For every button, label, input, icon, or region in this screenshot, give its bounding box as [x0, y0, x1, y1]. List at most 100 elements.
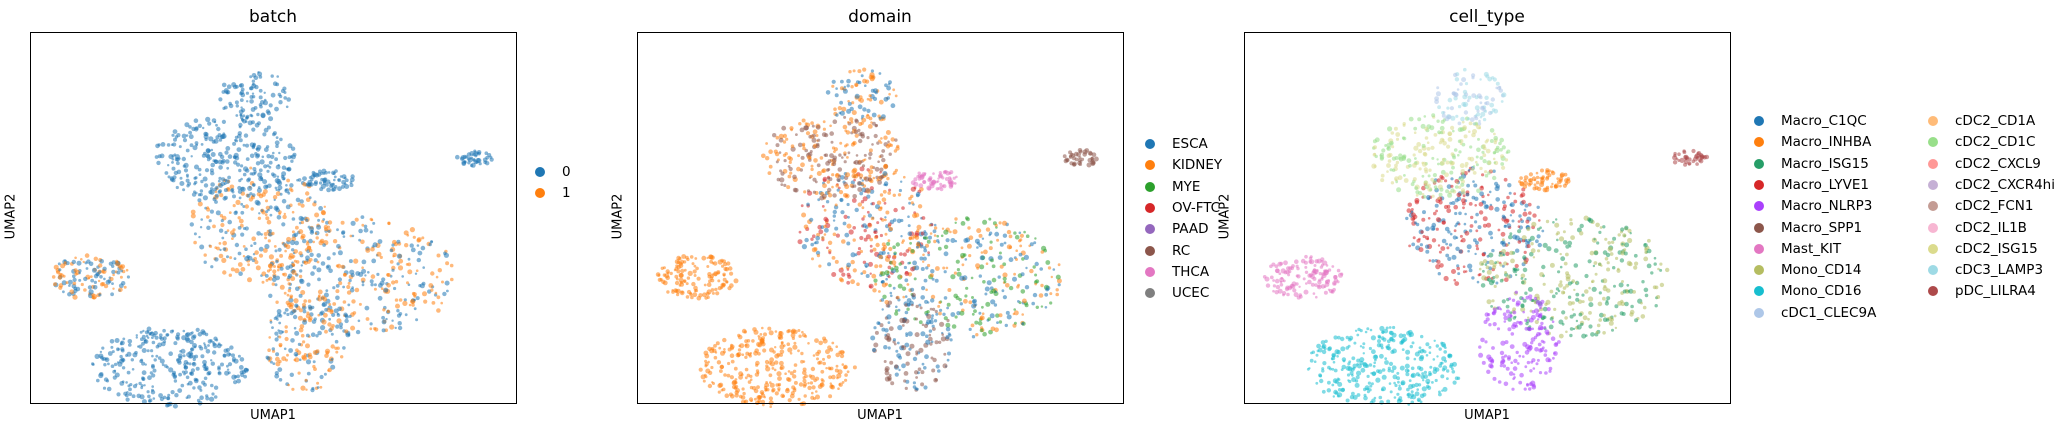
scatter-point [782, 153, 787, 157]
scatter-point [1565, 252, 1569, 257]
scatter-point [1287, 273, 1291, 277]
scatter-point [852, 167, 858, 173]
scatter-point [199, 189, 204, 193]
scatter-point [194, 164, 199, 170]
scatter-point [831, 173, 835, 177]
scatter-point [295, 348, 299, 353]
scatter-point [203, 382, 207, 387]
scatter-point [265, 199, 268, 203]
scatter-point [946, 318, 950, 323]
scatter-point [1426, 141, 1430, 144]
scatter-point [729, 353, 735, 359]
scatter-point [971, 312, 975, 316]
scatter-point [1327, 380, 1331, 385]
scatter-point [116, 270, 121, 275]
scatter-point [859, 235, 864, 241]
scatter-point [1543, 315, 1547, 319]
scatter-point [285, 300, 290, 305]
scatter-point [908, 201, 911, 205]
scatter-point [1433, 339, 1436, 342]
scatter-point [1549, 289, 1554, 294]
legend-item: UCEC [1145, 285, 1209, 301]
scatter-point [811, 137, 817, 143]
scatter-point [220, 344, 223, 347]
scatter-point [236, 378, 242, 384]
scatter-point [319, 311, 324, 316]
scatter-point [956, 271, 962, 277]
scatter-point [370, 274, 376, 279]
scatter-point [887, 239, 891, 243]
scatter-point [367, 271, 370, 274]
scatter-point [310, 271, 315, 276]
scatter-point [859, 249, 863, 254]
legend-label: 0 [562, 164, 571, 180]
scatter-point [853, 161, 857, 165]
scatter-point [945, 326, 951, 332]
scatter-point [717, 390, 721, 394]
scatter-point [1494, 181, 1499, 186]
scatter-point [1650, 271, 1654, 275]
scatter-point [1396, 392, 1400, 396]
scatter-point [913, 177, 918, 182]
scatter-point [1311, 350, 1315, 354]
scatter-point [1565, 330, 1568, 334]
legend-marker [1145, 181, 1155, 192]
scatter-point [103, 363, 107, 367]
scatter-point [832, 209, 837, 215]
scatter-point [1501, 299, 1506, 304]
scatter-point [1401, 348, 1405, 351]
scatter-point [309, 252, 314, 257]
scatter-point [208, 156, 212, 160]
scatter-point [231, 353, 235, 358]
scatter-point [1569, 333, 1573, 338]
scatter-point [291, 387, 295, 391]
scatter-point [998, 320, 1003, 324]
scatter-point [732, 379, 737, 385]
scatter-point [316, 260, 320, 264]
scatter-point [1356, 393, 1361, 397]
scatter-point [1440, 160, 1445, 166]
scatter-point [244, 204, 249, 209]
scatter-point [792, 344, 798, 350]
scatter-point [189, 354, 194, 359]
scatter-point [270, 74, 274, 78]
scatter-point [74, 272, 78, 276]
scatter-point [279, 253, 284, 258]
scatter-point [203, 134, 209, 140]
scatter-point [355, 329, 361, 335]
scatter-point [1492, 169, 1496, 173]
scatter-point [238, 138, 243, 143]
scatter-point [844, 193, 850, 199]
scatter-point [787, 398, 792, 403]
scatter-point [330, 364, 336, 370]
scatter-point [843, 214, 848, 219]
scatter-point [713, 355, 718, 360]
scatter-point [1014, 234, 1020, 240]
scatter-point [1541, 264, 1546, 270]
scatter-point [1395, 137, 1400, 141]
scatter-point [135, 336, 138, 339]
scatter-point [1438, 250, 1442, 254]
scatter-point [879, 167, 884, 172]
scatter-point [268, 276, 273, 281]
scatter-point [112, 369, 117, 374]
scatter-point [1282, 293, 1285, 297]
scatter-point [1510, 361, 1513, 365]
scatter-point [904, 295, 908, 298]
scatter-point [295, 286, 300, 292]
scatter-point [1305, 282, 1308, 285]
scatter-point [1505, 366, 1510, 371]
scatter-point [790, 144, 795, 148]
scatter-point [1521, 297, 1525, 300]
scatter-point [1008, 285, 1014, 291]
scatter-point [815, 390, 818, 393]
scatter-point [407, 269, 413, 275]
scatter-point [1438, 192, 1443, 197]
scatter-point [1573, 263, 1579, 268]
scatter-point [881, 197, 887, 202]
scatter-point [1491, 311, 1497, 316]
scatter-point [218, 165, 223, 170]
scatter-point [976, 246, 979, 249]
scatter-point [309, 226, 314, 232]
scatter-point [939, 182, 943, 186]
